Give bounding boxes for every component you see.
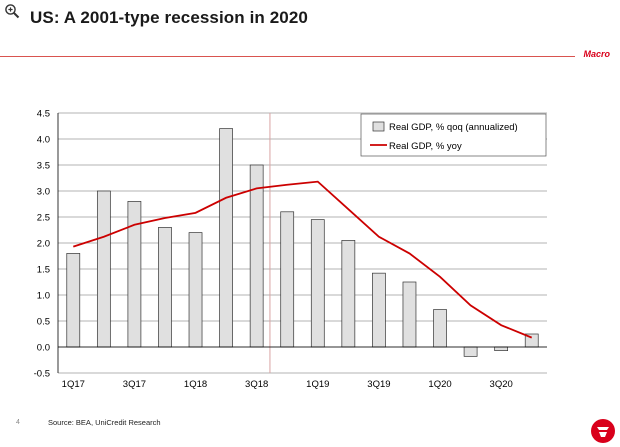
source-note: Source: BEA, UniCredit Research (48, 418, 161, 427)
legend-label-yoy: Real GDP, % yoy (389, 141, 462, 152)
y-tick-label: 4.0 (37, 135, 50, 146)
page-number: 4 (16, 419, 20, 426)
y-tick-label: 3.0 (37, 187, 50, 198)
bar (463, 346, 478, 357)
bar (188, 232, 203, 348)
page-title: US: A 2001-type recession in 2020 (30, 8, 308, 27)
legend-bar-swatch (372, 121, 385, 132)
yoy-line (73, 180, 533, 339)
header-divider (0, 56, 575, 57)
y-tick-label: 0.0 (37, 343, 50, 354)
bar (433, 309, 447, 348)
bar (310, 219, 325, 348)
y-tick-label: 4.5 (37, 109, 50, 120)
bar (402, 281, 417, 348)
x-tick-label: 3Q20 (490, 379, 513, 390)
bar-series (66, 128, 539, 357)
x-tick-label: 1Q20 (428, 379, 451, 390)
bar (249, 164, 264, 348)
y-tick-label: 1.5 (37, 265, 50, 276)
section-tag: Macro (583, 49, 610, 59)
bar (280, 211, 295, 348)
x-tick-label: 1Q17 (62, 379, 85, 390)
bar (372, 272, 386, 348)
y-tick-label: 2.0 (37, 239, 50, 250)
unicredit-logo-icon (591, 419, 615, 443)
x-tick-label: 1Q18 (184, 379, 207, 390)
bar (66, 253, 81, 348)
y-tick-label: 0.5 (37, 317, 50, 328)
magnifier-plus-icon[interactable] (4, 3, 20, 19)
y-tick-label: 3.5 (37, 161, 50, 172)
bar (341, 240, 356, 348)
legend-label-qoq: Real GDP, % qoq (annualized) (389, 122, 518, 133)
bar (96, 190, 111, 348)
x-tick-label: 3Q19 (367, 379, 390, 390)
x-tick-label: 1Q19 (306, 379, 329, 390)
y-tick-label: 2.5 (37, 213, 50, 224)
x-tick-labels: 1Q17 3Q17 1Q18 3Q18 1Q19 3Q19 1Q20 3Q20 (62, 379, 513, 390)
bar (158, 227, 172, 348)
legend: Real GDP, % qoq (annualized) Real GDP, % … (360, 113, 547, 157)
bar (219, 128, 233, 348)
y-tick-labels: -0.5 0.0 0.5 1.0 1.5 2.0 2.5 3.0 3.5 4.0 4.5 (34, 109, 50, 380)
y-tick-label: 1.0 (37, 291, 50, 302)
x-tick-label: 3Q18 (245, 379, 268, 390)
x-tick-label: 3Q17 (123, 379, 146, 390)
bar (494, 346, 509, 351)
legend-box (360, 113, 547, 157)
y-tick-label: -0.5 (34, 369, 50, 380)
